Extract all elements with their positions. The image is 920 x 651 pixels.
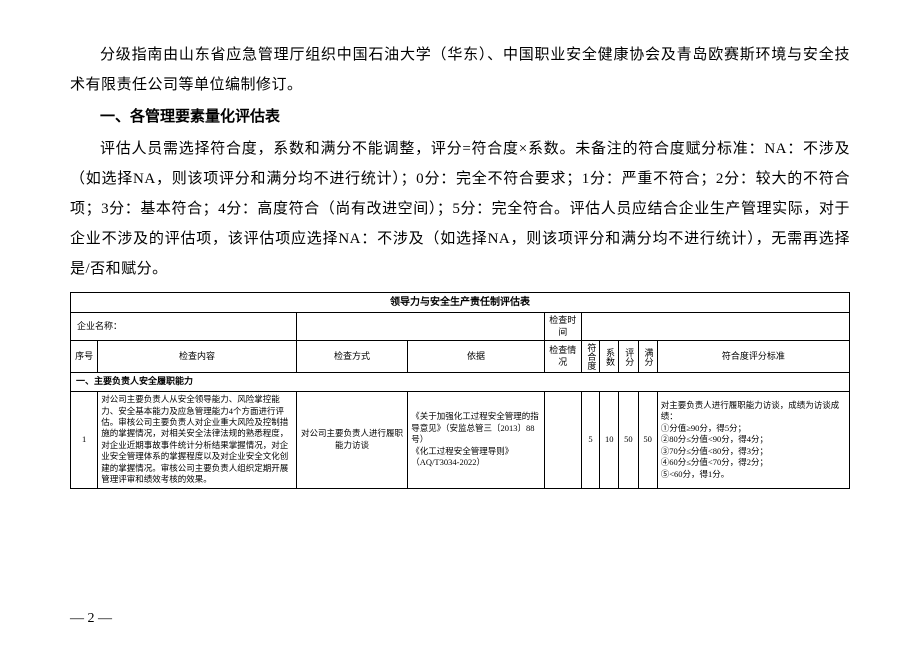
page-number: — 2 — xyxy=(70,605,112,633)
th-conformity: 符合度 xyxy=(581,341,599,373)
intro-paragraph: 分级指南由山东省应急管理厅组织中国石油大学（华东）、中国职业安全健康协会及青岛欧… xyxy=(70,40,850,100)
description-paragraph: 评估人员需选择符合度，系数和满分不能调整，评分=符合度×系数。未备注的符合度赋分… xyxy=(70,134,850,284)
cell-method: 对公司主要负责人进行履职能力访谈 xyxy=(296,392,408,489)
cell-seq: 1 xyxy=(71,392,98,489)
cell-coef: 10 xyxy=(600,392,619,489)
table-title-row: 领导力与安全生产责任制评估表 xyxy=(71,293,850,313)
check-time-value xyxy=(581,313,849,341)
company-label: 企业名称： xyxy=(71,313,297,341)
evaluation-table-container: 领导力与安全生产责任制评估表 企业名称： 检查时间 序号 检查内容 检查方式 依… xyxy=(70,292,850,489)
cell-full: 50 xyxy=(638,392,657,489)
th-basis: 依据 xyxy=(408,341,544,373)
company-value xyxy=(296,313,544,341)
section-1-label: 一、主要负责人安全履职能力 xyxy=(71,373,850,392)
th-seq: 序号 xyxy=(71,341,98,373)
table-title: 领导力与安全生产责任制评估表 xyxy=(71,293,850,313)
cell-situation xyxy=(544,392,581,489)
company-row: 企业名称： 检查时间 xyxy=(71,313,850,341)
th-situation: 检查情况 xyxy=(544,341,581,373)
header-row: 序号 检查内容 检查方式 依据 检查情况 符合度 系数 评分 满分 符合度评分标… xyxy=(71,341,850,373)
cell-conformity: 5 xyxy=(581,392,599,489)
table-row: 1 对公司主要负责人从安全领导能力、风险掌控能力、安全基本能力及应急管理能力4个… xyxy=(71,392,850,489)
section-heading-1: 一、各管理要素量化评估表 xyxy=(70,102,850,132)
cell-basis: 《关于加强化工过程安全管理的指导意见》（安监总管三〔2013〕88号） 《化工过… xyxy=(408,392,544,489)
th-coef: 系数 xyxy=(600,341,619,373)
check-time-label: 检查时间 xyxy=(544,313,581,341)
cell-score: 50 xyxy=(619,392,638,489)
section-1-row: 一、主要负责人安全履职能力 xyxy=(71,373,850,392)
th-content: 检查内容 xyxy=(98,341,296,373)
th-full: 满分 xyxy=(638,341,657,373)
th-score: 评分 xyxy=(619,341,638,373)
th-standard: 符合度评分标准 xyxy=(657,341,849,373)
th-method: 检查方式 xyxy=(296,341,408,373)
evaluation-table: 领导力与安全生产责任制评估表 企业名称： 检查时间 序号 检查内容 检查方式 依… xyxy=(70,292,850,489)
cell-standard: 对主要负责人进行履职能力访谈，成绩为访谈成绩： ①分值≥90分，得5分； ②80… xyxy=(657,392,849,489)
cell-content: 对公司主要负责人从安全领导能力、风险掌控能力、安全基本能力及应急管理能力4个方面… xyxy=(98,392,296,489)
